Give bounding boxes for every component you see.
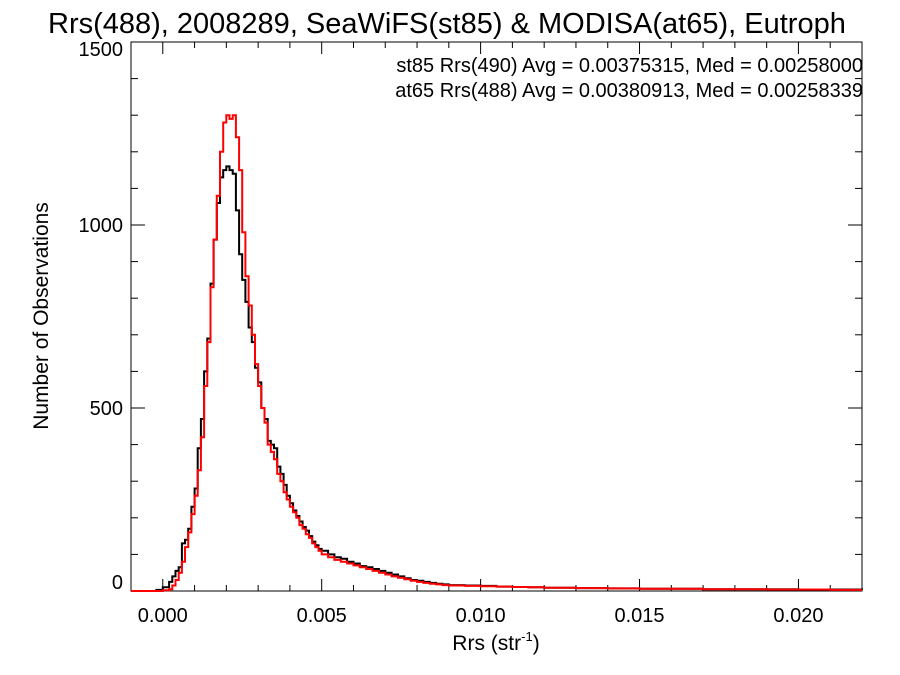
x-axis: 0.000 0.005 0.010 0.015 0.020 <box>138 42 831 627</box>
legend-entry-at65: at65 Rrs(488) Avg = 0.00380913, Med = 0.… <box>395 80 863 102</box>
x-tick-label: 0.010 <box>456 605 506 627</box>
plot-area-border <box>130 41 863 592</box>
x-axis-label: Rrs (str-1) <box>452 629 539 655</box>
y-axis: 0 500 1000 1500 <box>79 39 862 594</box>
series-line-st85 <box>131 165 863 592</box>
x-tick-label: 0.005 <box>297 605 347 627</box>
x-tick-label: 0.000 <box>138 605 188 627</box>
x-tick-label: 0.020 <box>773 605 823 627</box>
x-axis-label-exponent: -1 <box>521 629 533 644</box>
plot-frame <box>130 41 863 592</box>
series-layer <box>131 114 863 592</box>
y-axis-label: Number of Observations <box>30 202 53 430</box>
series-line-at65 <box>131 114 862 592</box>
y-tick-label: 1500 <box>79 39 124 61</box>
chart-title: Rrs(488), 2008289, SeaWiFS(st85) & MODIS… <box>48 8 846 40</box>
y-tick-label: 0 <box>112 572 123 594</box>
y-tick-label: 1000 <box>79 215 124 237</box>
x-axis-label-end: ) <box>533 632 540 655</box>
x-axis-label-main: Rrs (str <box>452 632 521 655</box>
y-tick-label: 500 <box>90 398 123 420</box>
legend-entry-st85: st85 Rrs(490) Avg = 0.00375315, Med = 0.… <box>396 55 863 77</box>
x-tick-label: 0.015 <box>614 605 664 627</box>
